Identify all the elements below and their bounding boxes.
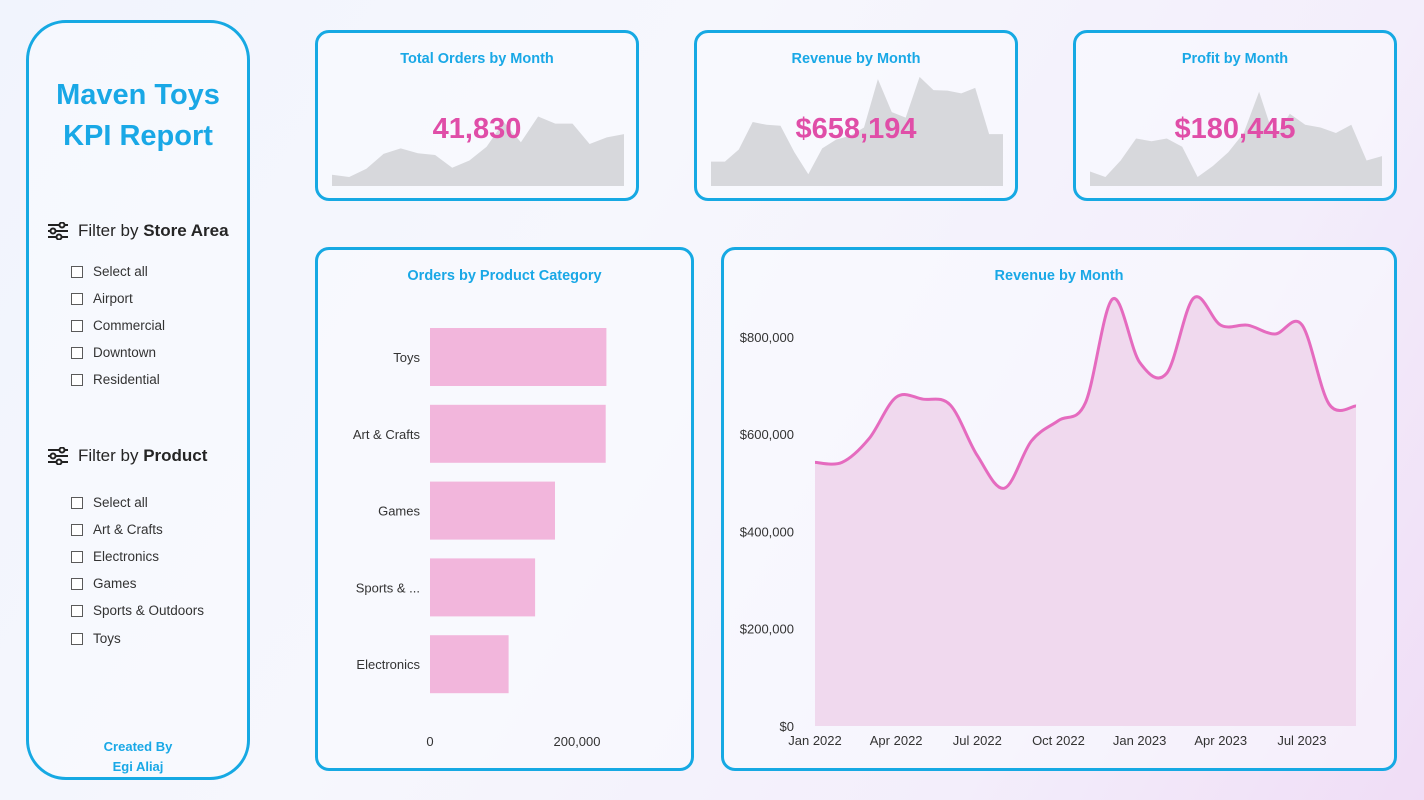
checkbox[interactable] [71,577,83,590]
product-filter-header: Filter by Product [47,446,207,466]
kpi-card-profit: Profit by Month $180,445 [1073,30,1397,201]
option-label: Toys [93,631,121,646]
report-title-line1: Maven Toys [56,79,220,111]
x-tick-label: Jul 2022 [953,733,1002,748]
x-tick-label: 0 [426,734,433,749]
store-option-airport[interactable]: Airport [71,291,133,306]
checkbox[interactable] [71,604,83,617]
kpi-title: Total Orders by Month [400,51,554,67]
chart-title: Orders by Product Category [407,268,602,284]
y-tick-label: $600,000 [740,427,794,442]
option-label: Art & Crafts [93,522,163,537]
option-label: Select all [93,495,148,510]
option-label: Residential [93,372,160,387]
kpi-sparkline [1090,91,1382,186]
revenue-by-month-panel: Revenue by Month $0 $200,000 $400,000 $600,… [721,247,1397,771]
kpi-sparkline [332,116,624,186]
filter-prefix: Filter by [78,446,144,465]
product-option-electronics[interactable]: Electronics [71,549,159,564]
x-tick-label: Jul 2023 [1277,733,1326,748]
revenue-area-fill [815,296,1356,726]
sliders-icon [48,222,68,240]
bar-games[interactable] [430,481,555,540]
category-label: Electronics [356,657,420,672]
category-label: Toys [393,350,420,365]
y-tick-label: $200,000 [740,622,794,637]
store-option-commercial[interactable]: Commercial [71,318,165,333]
filter-product-label: Product [143,446,208,465]
option-label: Games [93,576,137,591]
option-label: Commercial [93,318,166,333]
report-title-line2: KPI Report [63,120,213,152]
checkbox[interactable] [71,346,83,359]
kpi-card-revenue: Revenue by Month $658,194 [694,30,1018,201]
checkbox[interactable] [71,496,83,509]
bar-toys[interactable] [430,328,607,386]
revenue-by-month-chart: $0 $200,000 $400,000 $600,000 $800,000 Jan 20… [740,295,1357,748]
credit-line1: Created By [103,739,173,754]
option-label: Select all [93,264,148,279]
store-area-filter-header: Filter by Store Area [47,221,229,241]
revenue-line[interactable] [814,295,1357,490]
store-option-downtown[interactable]: Downtown [71,345,156,360]
category-label: Sports & ... [356,580,420,595]
bar-sports-[interactable] [430,558,536,617]
kpi-value: 41,830 [432,113,522,145]
product-option-games[interactable]: Games [71,576,137,591]
sparkline-area [1090,91,1382,186]
category-label: Art & Crafts [353,427,421,442]
kpi-value: $658,194 [795,113,917,145]
product-option-art-crafts[interactable]: Art & Crafts [71,522,163,537]
option-label: Electronics [93,549,160,564]
x-tick-label: 200,000 [554,734,601,749]
store-option-select-all[interactable]: Select all [71,264,148,279]
x-tick-label: Jan 2022 [788,733,842,748]
y-tick-label: $400,000 [740,524,794,539]
x-tick-label: Apr 2023 [1194,733,1247,748]
x-tick-label: Apr 2022 [870,733,923,748]
orders-by-category-chart: Toys Art & Crafts Games Sports & ... Electro… [353,328,607,749]
chart-title: Revenue by Month [994,268,1124,284]
checkbox[interactable] [71,292,83,305]
checkbox[interactable] [71,550,83,563]
y-tick-label: $0 [780,719,794,734]
kpi-sparkline [711,76,1003,186]
checkbox[interactable] [71,265,83,278]
kpi-value: $180,445 [1174,113,1296,145]
kpi-card-orders: Total Orders by Month 41,830 [315,30,639,201]
checkbox[interactable] [71,319,83,332]
y-tick-label: $800,000 [740,330,794,345]
option-label: Airport [93,291,133,306]
kpi-title: Profit by Month [1181,51,1289,67]
sparkline-area [332,116,624,186]
bar-art-crafts[interactable] [430,404,606,463]
checkbox[interactable] [71,523,83,536]
credit-author: Egi Aliaj [112,759,164,774]
category-label: Games [378,504,420,519]
kpi-title: Revenue by Month [791,51,921,67]
store-option-residential[interactable]: Residential [71,372,160,387]
checkbox[interactable] [71,373,83,386]
bar-electronics[interactable] [430,635,509,694]
product-option-sports-outdoors[interactable]: Sports & Outdoors [71,603,204,618]
product-option-select-all[interactable]: Select all [71,495,148,510]
x-tick-label: Jan 2023 [1113,733,1167,748]
filter-store-label: Store Area [143,221,229,240]
option-label: Sports & Outdoors [93,603,205,618]
x-tick-label: Oct 2022 [1032,733,1085,748]
product-option-toys[interactable]: Toys [71,631,121,646]
filter-prefix: Filter by [78,221,144,240]
checkbox[interactable] [71,632,83,645]
orders-by-category-panel: Orders by Product Category Toys Art & Cra… [315,247,694,771]
sidebar: Maven Toys KPI Report Filter by Store Ar… [26,20,250,780]
sparkline-area [711,76,1003,186]
sliders-icon [48,447,68,465]
option-label: Downtown [93,345,157,360]
